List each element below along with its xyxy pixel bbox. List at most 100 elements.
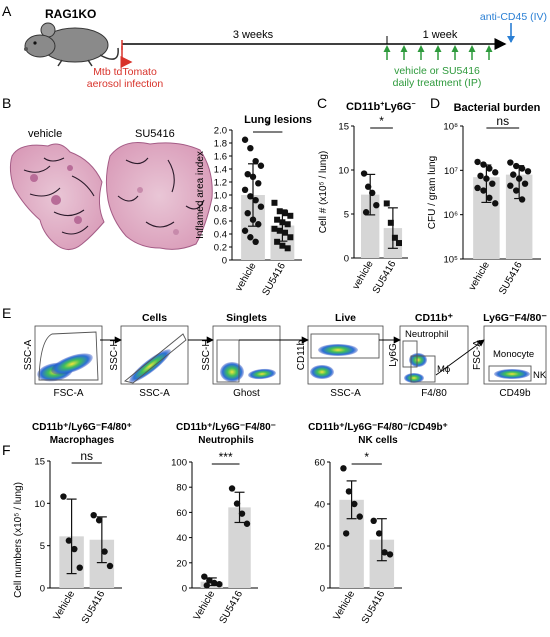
data-point bbox=[279, 242, 286, 249]
data-point bbox=[489, 180, 496, 187]
y-tick-label: 1.6 bbox=[214, 152, 227, 163]
gate-live bbox=[216, 339, 240, 383]
flow-plot-title: Ly6G⁻F4/80⁻ bbox=[483, 312, 547, 324]
data-point bbox=[375, 530, 383, 537]
panel-d-letter: D bbox=[430, 95, 440, 111]
treatment-arrowhead bbox=[468, 45, 476, 52]
category-label: SU5416 bbox=[497, 260, 525, 297]
data-point bbox=[362, 209, 370, 216]
data-point bbox=[255, 180, 262, 187]
data-point bbox=[276, 227, 283, 234]
category-label: SU5416 bbox=[80, 589, 108, 626]
y-axis-label: CFU / gram lung bbox=[427, 156, 438, 229]
data-point bbox=[271, 199, 278, 206]
treatment-arrowhead bbox=[383, 45, 391, 52]
y-axis-label: Inflamed area index bbox=[195, 151, 206, 239]
y-tick-label: 20 bbox=[314, 542, 325, 553]
data-point bbox=[284, 245, 291, 252]
data-point bbox=[71, 545, 78, 553]
y-tick-label: 1.0 bbox=[214, 191, 227, 202]
y-tick-label: 10⁸ bbox=[443, 122, 458, 133]
data-point bbox=[252, 197, 259, 204]
flow-y-label: SSC-A bbox=[23, 339, 34, 370]
density-cd11b-lower bbox=[404, 373, 424, 383]
macrophage-label: Mϕ bbox=[437, 364, 450, 375]
data-point bbox=[252, 158, 259, 165]
y-tick-label: 10⁷ bbox=[444, 166, 459, 177]
treatment-arrowhead bbox=[485, 45, 493, 52]
flow-x-label: Ghost bbox=[233, 388, 260, 399]
data-point bbox=[106, 562, 114, 570]
significance-label: ns bbox=[496, 114, 509, 128]
data-point bbox=[284, 221, 291, 228]
treatment-arrowhead bbox=[400, 45, 408, 52]
data-point bbox=[244, 210, 251, 217]
lung-histology-su5416 bbox=[105, 142, 213, 250]
flow-plot-5: CD11b⁺ F4/80 Ly6G bbox=[388, 312, 469, 399]
density-singlets bbox=[220, 362, 244, 382]
y-tick-label: 0 bbox=[182, 584, 187, 595]
panel-c-title-main: CD11b bbox=[346, 101, 381, 113]
panel-c-title-rest: Ly6G bbox=[384, 101, 411, 113]
y-tick-label: 10⁶ bbox=[444, 210, 459, 221]
data-point bbox=[474, 184, 481, 192]
panel-c-letter: C bbox=[317, 95, 327, 111]
panel-f-ylabel: Cell numbers (x10⁵ / lung) bbox=[13, 482, 24, 598]
density-live-upper bbox=[318, 344, 358, 356]
y-tick-label: 0.4 bbox=[214, 230, 227, 241]
y-tick-label: 0 bbox=[40, 584, 45, 595]
data-point bbox=[474, 158, 481, 166]
data-point bbox=[518, 196, 526, 203]
density-live-lower bbox=[310, 365, 334, 379]
flow-y-label: CD11b bbox=[296, 339, 307, 370]
flow-y-label: FSC-A bbox=[472, 340, 483, 370]
data-point bbox=[271, 225, 278, 232]
y-tick-label: 15 bbox=[338, 122, 349, 133]
density-fsc-ssc-2 bbox=[51, 353, 93, 375]
infection-label-2: aerosol infection bbox=[87, 78, 164, 90]
flow-plot-title: Cells bbox=[142, 312, 167, 324]
data-point bbox=[282, 210, 289, 217]
data-point bbox=[492, 200, 499, 207]
density-cd11b-mphi bbox=[409, 353, 427, 367]
data-point bbox=[486, 165, 493, 172]
chart-macrophages: 0 5 10 15 Vehicle SU5416 ns bbox=[34, 449, 122, 626]
flow-plot-frame bbox=[120, 325, 189, 385]
data-point bbox=[101, 548, 108, 555]
data-point bbox=[282, 229, 289, 236]
treatment-label-1: vehicle or SU5416 bbox=[394, 65, 480, 77]
lesion-chart-title: Lung lesions bbox=[244, 114, 312, 126]
data-point bbox=[76, 564, 83, 571]
data-point bbox=[356, 513, 363, 520]
density-cells bbox=[129, 349, 171, 383]
data-point bbox=[383, 200, 390, 207]
category-label: Vehicle bbox=[192, 589, 218, 623]
y-tick-label: 0.2 bbox=[214, 243, 227, 254]
y-tick-label: 0.8 bbox=[214, 204, 227, 215]
gate-singlets bbox=[124, 333, 187, 384]
y-tick-label: 100 bbox=[171, 458, 187, 469]
y-tick-label: 80 bbox=[176, 483, 187, 494]
panel-a-letter: A bbox=[2, 3, 12, 19]
one-week-label: 1 week bbox=[423, 29, 458, 41]
panel-e-letter: E bbox=[2, 305, 11, 321]
anti-cd45-label: anti-CD45 (IV) bbox=[480, 11, 547, 23]
flow-plot-title: CD11b⁺ bbox=[415, 312, 454, 324]
data-point bbox=[243, 520, 251, 527]
data-point bbox=[241, 227, 249, 234]
neutrophil-label: Neutrophil bbox=[405, 329, 448, 340]
y-tick-label: 1.8 bbox=[214, 139, 227, 150]
panel-b-letter: B bbox=[2, 95, 11, 111]
data-point bbox=[386, 551, 394, 558]
treatment-arrowhead bbox=[451, 45, 459, 52]
flow-plot-3: Singlets Ghost SSC-H bbox=[201, 312, 281, 399]
treatment-arrowhead bbox=[434, 45, 442, 52]
chart-nk-cells: 0 20 40 60 Vehicle SU5416 * bbox=[314, 450, 402, 626]
y-tick-label: 60 bbox=[176, 508, 187, 519]
data-point bbox=[211, 579, 218, 587]
data-point bbox=[521, 180, 529, 187]
y-axis-label: Cell # (x10⁵ / lung) bbox=[318, 151, 329, 234]
y-tick-label: 20 bbox=[176, 558, 187, 569]
gate-cd11b bbox=[310, 333, 380, 359]
data-point bbox=[238, 510, 246, 517]
